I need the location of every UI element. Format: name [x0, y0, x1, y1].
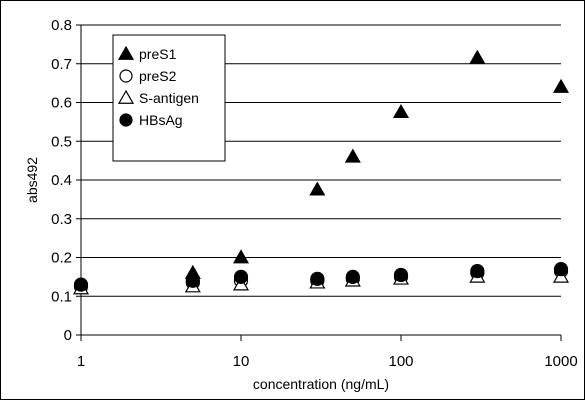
pres1-point	[344, 148, 361, 163]
hbsag-point	[553, 262, 569, 277]
legend-label-pres1: preS1	[139, 46, 177, 62]
x-tick-label: 10	[233, 353, 250, 370]
legend-marker-s-antigen	[117, 89, 135, 104]
hbsag-point	[310, 271, 325, 286]
x-tick-label: 1000	[544, 353, 577, 370]
y-tick-label: 0.6	[51, 95, 72, 112]
legend-label-hbsag: HBsAg	[139, 112, 183, 128]
legend-label-s-antigen: S-antigen	[139, 90, 199, 106]
y-tick-label: 0.8	[51, 17, 72, 34]
x-tick-label: 1	[77, 353, 85, 370]
y-tick-label: 0.1	[51, 288, 72, 305]
legend-marker-hbsag	[119, 113, 133, 127]
legend-label-pres2: preS2	[139, 68, 177, 84]
y-tick-label: 0.2	[51, 250, 72, 267]
hbsag-point	[345, 269, 360, 284]
hbsag-point	[233, 269, 249, 284]
pres1-point	[309, 181, 326, 196]
y-tick-label: 0.4	[51, 172, 72, 189]
legend-marker-pres2	[119, 69, 133, 83]
x-axis-label: concentration (ng/mL)	[253, 376, 389, 392]
pres1-point	[232, 249, 250, 264]
y-tick-label: 0.7	[51, 56, 72, 73]
pres1-point	[469, 49, 486, 64]
y-tick-label: 0.3	[51, 211, 72, 228]
pres1-point	[184, 264, 201, 279]
hbsag-point	[393, 267, 409, 283]
y-tick-label: 0	[64, 327, 72, 344]
pres1-point	[392, 103, 410, 119]
hbsag-point	[470, 263, 485, 279]
hbsag-point	[73, 277, 89, 292]
y-tick-label: 0.5	[51, 133, 72, 150]
x-tick-label: 100	[388, 353, 413, 370]
legend-marker-pres1	[117, 45, 135, 60]
y-axis-label: abs492	[24, 157, 40, 203]
pres1-point	[552, 78, 570, 93]
